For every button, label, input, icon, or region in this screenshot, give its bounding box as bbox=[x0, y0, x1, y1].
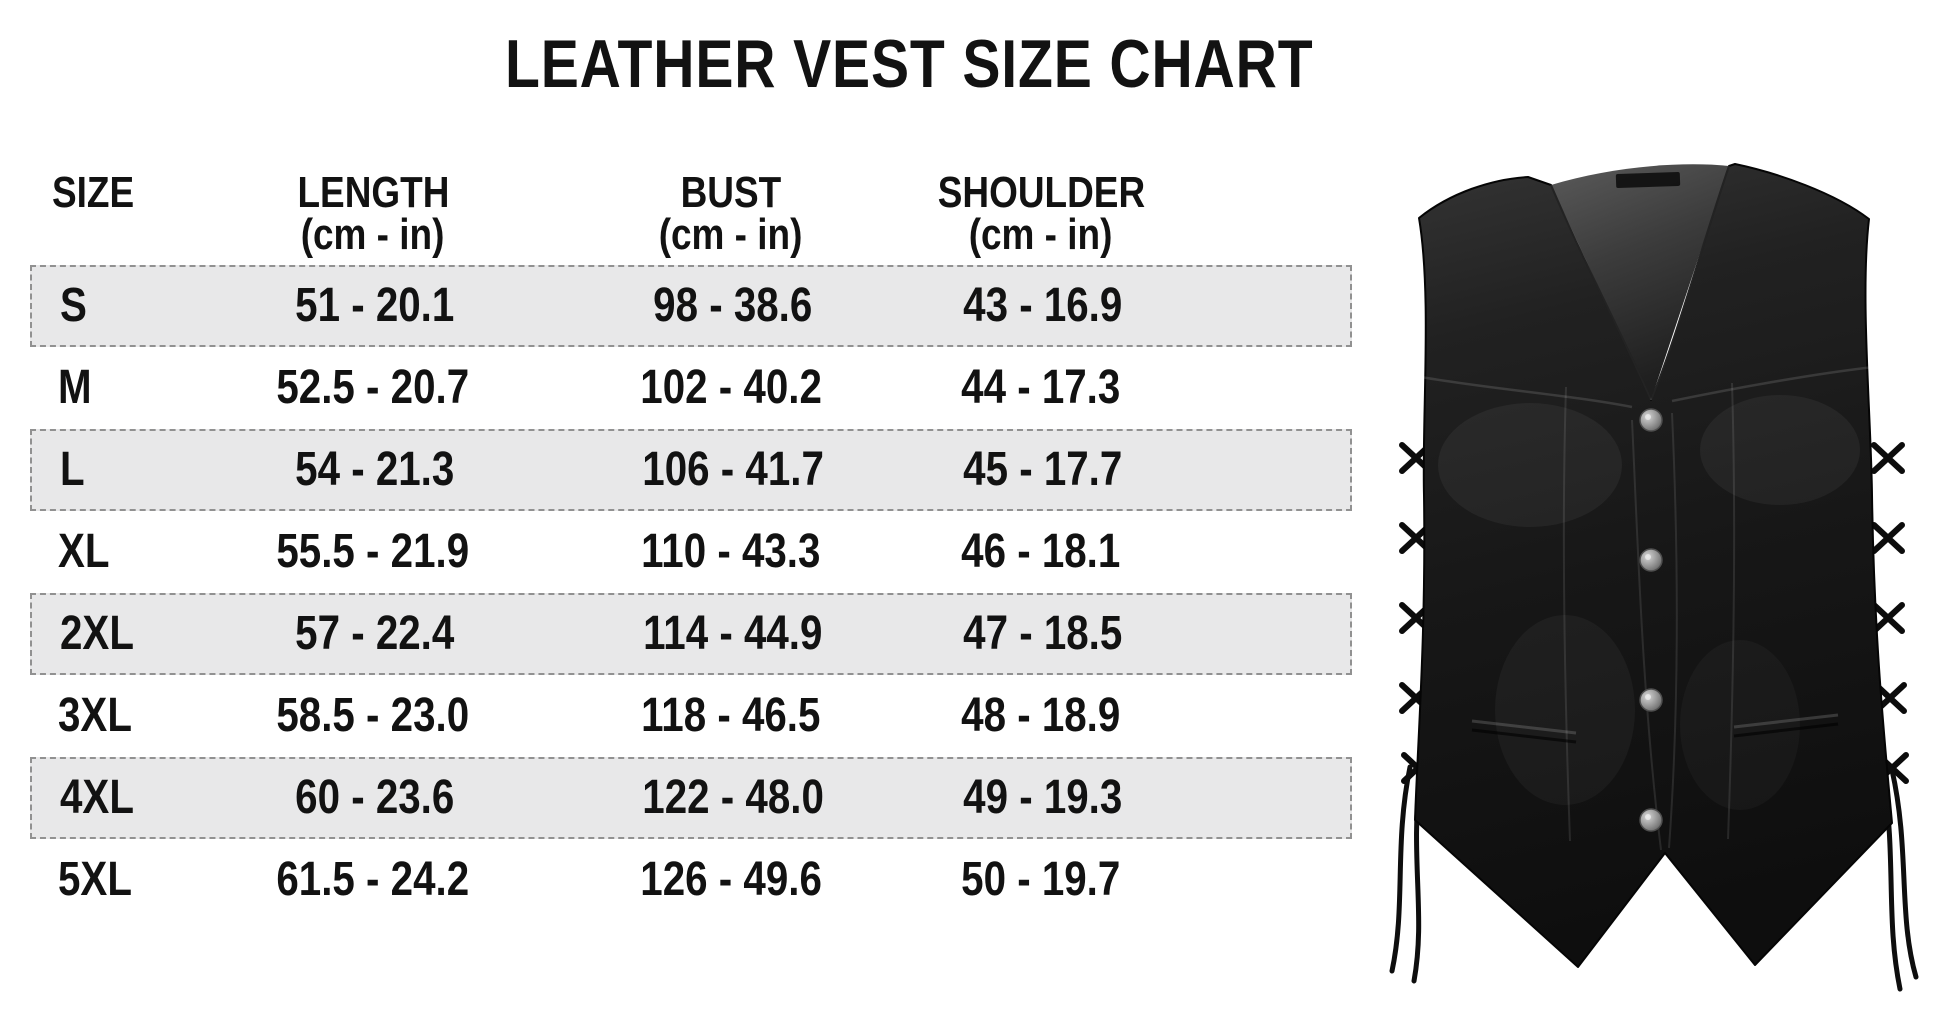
column-header-shoulder: SHOULDER (cm - in) bbox=[841, 168, 1241, 259]
vest-lace-strings bbox=[1389, 764, 1919, 992]
shoulder-cell: 49 - 19.3 bbox=[963, 771, 1123, 824]
length-cell: 58.5 - 23.0 bbox=[276, 689, 470, 742]
vest-highlights bbox=[1438, 395, 1860, 805]
column-header-length-label: LENGTH bbox=[297, 168, 449, 217]
size-cell: M bbox=[58, 361, 92, 414]
size-cell: 5XL bbox=[58, 853, 132, 906]
table-row-s: S 51 - 20.1 98 - 38.6 43 - 16.9 bbox=[30, 265, 1352, 347]
size-cell: 3XL bbox=[58, 689, 132, 742]
page-title: LEATHER VEST SIZE CHART bbox=[504, 26, 1314, 102]
size-cell: S bbox=[60, 279, 87, 332]
table-row-3xl: 3XL 58.5 - 23.0 118 - 46.5 48 - 18.9 bbox=[30, 675, 1352, 757]
page-title-wrap: LEATHER VEST SIZE CHART bbox=[0, 30, 1818, 98]
bust-cell: 102 - 40.2 bbox=[640, 361, 822, 414]
column-header-bust-unit: (cm - in) bbox=[659, 210, 803, 259]
table-row-4xl: 4XL 60 - 23.6 122 - 48.0 49 - 19.3 bbox=[30, 757, 1352, 839]
shoulder-cell: 45 - 17.7 bbox=[963, 443, 1123, 496]
bust-cell: 110 - 43.3 bbox=[641, 525, 821, 578]
shoulder-cell: 43 - 16.9 bbox=[963, 279, 1123, 332]
bust-cell: 98 - 38.6 bbox=[653, 279, 813, 332]
bust-cell: 106 - 41.7 bbox=[642, 443, 824, 496]
vest-pockets bbox=[1471, 713, 1839, 744]
leather-vest-svg bbox=[1389, 163, 1919, 992]
bust-cell: 114 - 44.9 bbox=[643, 607, 823, 660]
column-header-shoulder-unit: (cm - in) bbox=[969, 210, 1113, 259]
shoulder-cell: 47 - 18.5 bbox=[963, 607, 1123, 660]
length-cell: 57 - 22.4 bbox=[295, 607, 455, 660]
length-cell: 51 - 20.1 bbox=[295, 279, 455, 332]
shoulder-cell: 46 - 18.1 bbox=[961, 525, 1121, 578]
length-cell: 55.5 - 21.9 bbox=[276, 525, 470, 578]
length-cell: 61.5 - 24.2 bbox=[276, 853, 470, 906]
bust-cell: 122 - 48.0 bbox=[642, 771, 824, 824]
table-row-m: M 52.5 - 20.7 102 - 40.2 44 - 17.3 bbox=[30, 347, 1352, 429]
column-header-size-label: SIZE bbox=[52, 168, 135, 217]
vest-snap-buttons bbox=[1639, 408, 1663, 832]
column-header-bust: BUST (cm - in) bbox=[531, 168, 931, 259]
table-row-l: L 54 - 21.3 106 - 41.7 45 - 17.7 bbox=[30, 429, 1352, 511]
column-header-shoulder-label: SHOULDER bbox=[937, 168, 1145, 217]
size-cell: 4XL bbox=[60, 771, 134, 824]
vest-lining bbox=[1551, 164, 1729, 400]
leather-vest-image bbox=[1380, 115, 1940, 995]
size-cell: 2XL bbox=[60, 607, 134, 660]
bust-cell: 118 - 46.5 bbox=[641, 689, 821, 742]
shoulder-cell: 48 - 18.9 bbox=[961, 689, 1121, 742]
shoulder-cell: 50 - 19.7 bbox=[961, 853, 1121, 906]
vest-seams bbox=[1420, 165, 1875, 851]
size-cell: L bbox=[60, 443, 85, 496]
length-cell: 60 - 23.6 bbox=[295, 771, 455, 824]
column-header-size: SIZE bbox=[52, 168, 150, 217]
bust-cell: 126 - 49.6 bbox=[640, 853, 822, 906]
column-header-length: LENGTH (cm - in) bbox=[173, 168, 573, 259]
shoulder-cell: 44 - 17.3 bbox=[961, 361, 1121, 414]
column-header-length-unit: (cm - in) bbox=[301, 210, 445, 259]
size-cell: XL bbox=[58, 525, 110, 578]
table-row-xl: XL 55.5 - 21.9 110 - 43.3 46 - 18.1 bbox=[30, 511, 1352, 593]
table-row-2xl: 2XL 57 - 22.4 114 - 44.9 47 - 18.5 bbox=[30, 593, 1352, 675]
length-cell: 54 - 21.3 bbox=[295, 443, 455, 496]
column-header-bust-label: BUST bbox=[680, 168, 782, 217]
length-cell: 52.5 - 20.7 bbox=[276, 361, 470, 414]
table-row-5xl: 5XL 61.5 - 24.2 126 - 49.6 50 - 19.7 bbox=[30, 839, 1352, 921]
